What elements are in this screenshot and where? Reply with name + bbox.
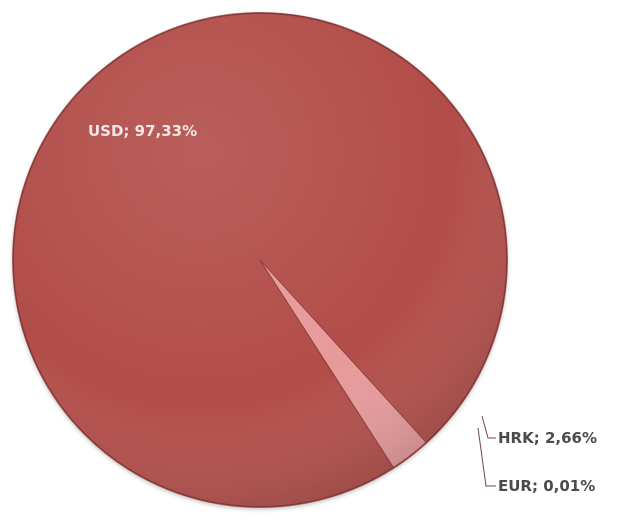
leader-line-hrk — [481, 415, 496, 439]
data-label-eur: EUR; 0,01% — [498, 477, 595, 495]
data-labels-layer: USD; 97,33% HRK; 2,66% EUR; 0,01% — [88, 122, 597, 495]
leader-lines-layer — [477, 415, 496, 487]
data-label-usd: USD; 97,33% — [88, 122, 197, 140]
data-label-hrk: HRK; 2,66% — [498, 429, 597, 447]
pie-rim — [12, 12, 508, 508]
leader-line-eur — [477, 427, 496, 487]
slices-layer — [12, 12, 508, 508]
